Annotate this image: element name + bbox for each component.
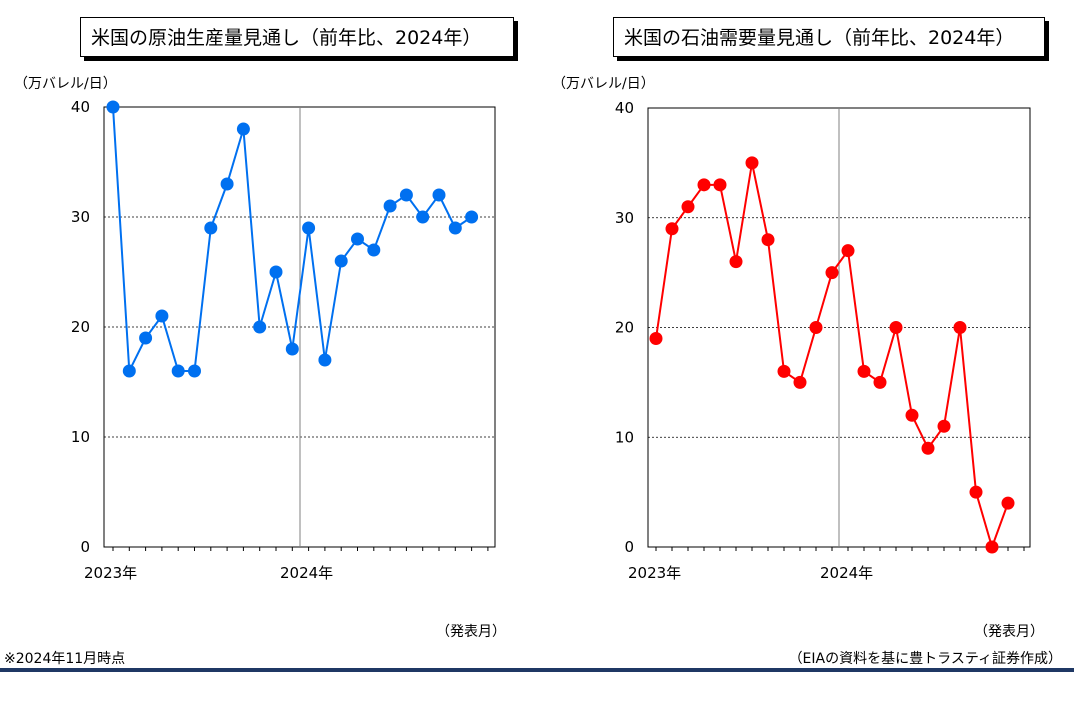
- data-point-demand: [953, 321, 967, 334]
- data-point-demand: [681, 200, 695, 214]
- y-tick-label-demand: 0: [624, 538, 634, 556]
- data-point-demand: [873, 375, 887, 389]
- y-tick-label-production: 40: [71, 98, 90, 116]
- data-point-demand: [889, 321, 903, 334]
- data-point-production: [432, 188, 446, 202]
- data-point-demand: [857, 364, 871, 378]
- data-point-production: [269, 265, 283, 279]
- data-point-production: [318, 353, 332, 367]
- chart-title-crude-production: 米国の原油生産量見通し（前年比、2024年）: [80, 17, 514, 57]
- y-tick-label-demand: 10: [615, 428, 634, 446]
- data-point-demand: [809, 321, 823, 334]
- data-point-demand: [905, 408, 919, 422]
- data-point-demand: [985, 540, 999, 554]
- y-unit-label-production: （万バレル/日）: [14, 76, 117, 92]
- data-point-production: [285, 342, 299, 356]
- source-note: （EIAの資料を基に豊トラスティ証券作成）: [788, 651, 1062, 667]
- data-point-demand: [825, 266, 839, 280]
- data-point-production: [220, 177, 234, 191]
- data-point-demand: [1001, 496, 1015, 510]
- data-point-production: [399, 188, 413, 202]
- data-point-production: [334, 254, 348, 268]
- data-point-production: [302, 221, 316, 235]
- data-point-demand: [777, 364, 791, 378]
- data-point-production: [188, 364, 201, 378]
- x-tick-label-production: 2023年: [84, 564, 137, 582]
- data-point-demand: [969, 485, 983, 499]
- y-tick-label-production: 0: [80, 538, 90, 556]
- footnote: ※2024年11月時点: [4, 651, 126, 667]
- data-point-production: [351, 232, 364, 246]
- data-point-demand: [649, 331, 663, 345]
- data-point-production: [122, 364, 136, 378]
- data-point-demand: [761, 233, 775, 247]
- series-line-production: [112, 106, 473, 375]
- data-point-production: [155, 309, 169, 323]
- data-point-production: [204, 221, 218, 235]
- y-tick-label-demand: 30: [615, 209, 634, 227]
- data-point-production: [106, 100, 120, 114]
- y-tick-label-demand: 40: [615, 99, 634, 117]
- bottom-divider: [0, 668, 1074, 672]
- data-point-production: [383, 199, 397, 213]
- data-point-demand: [937, 419, 951, 433]
- x-tick-label-demand: 2023年: [628, 564, 681, 582]
- data-point-production: [367, 243, 381, 257]
- data-point-production: [416, 210, 430, 224]
- data-point-production: [448, 221, 462, 235]
- x-axis-note-demand: （発表月）: [974, 624, 1044, 640]
- y-unit-label-demand: （万バレル/日）: [552, 76, 655, 92]
- chart-title-oil-demand: 米国の石油需要量見通し（前年比、2024年）: [613, 17, 1045, 57]
- y-tick-label-production: 30: [71, 208, 90, 226]
- data-point-demand: [713, 178, 727, 192]
- data-point-production: [236, 122, 250, 136]
- data-point-demand: [665, 222, 679, 236]
- data-point-demand: [921, 441, 935, 455]
- data-point-production: [139, 331, 153, 345]
- data-point-production: [253, 320, 267, 334]
- y-tick-label-production: 20: [71, 318, 90, 336]
- data-point-production: [465, 210, 479, 224]
- x-axis-note-production: （発表月）: [436, 624, 506, 640]
- x-tick-label-demand: 2024年: [820, 564, 873, 582]
- data-point-demand: [697, 178, 711, 192]
- data-point-demand: [745, 156, 759, 170]
- series-line-demand: [655, 162, 1009, 551]
- data-point-production: [171, 364, 185, 378]
- data-point-demand: [841, 244, 855, 258]
- data-point-demand: [729, 255, 743, 269]
- y-tick-label-demand: 20: [615, 319, 634, 337]
- data-point-demand: [793, 375, 807, 389]
- y-tick-label-production: 10: [71, 428, 90, 446]
- x-tick-label-production: 2024年: [280, 564, 333, 582]
